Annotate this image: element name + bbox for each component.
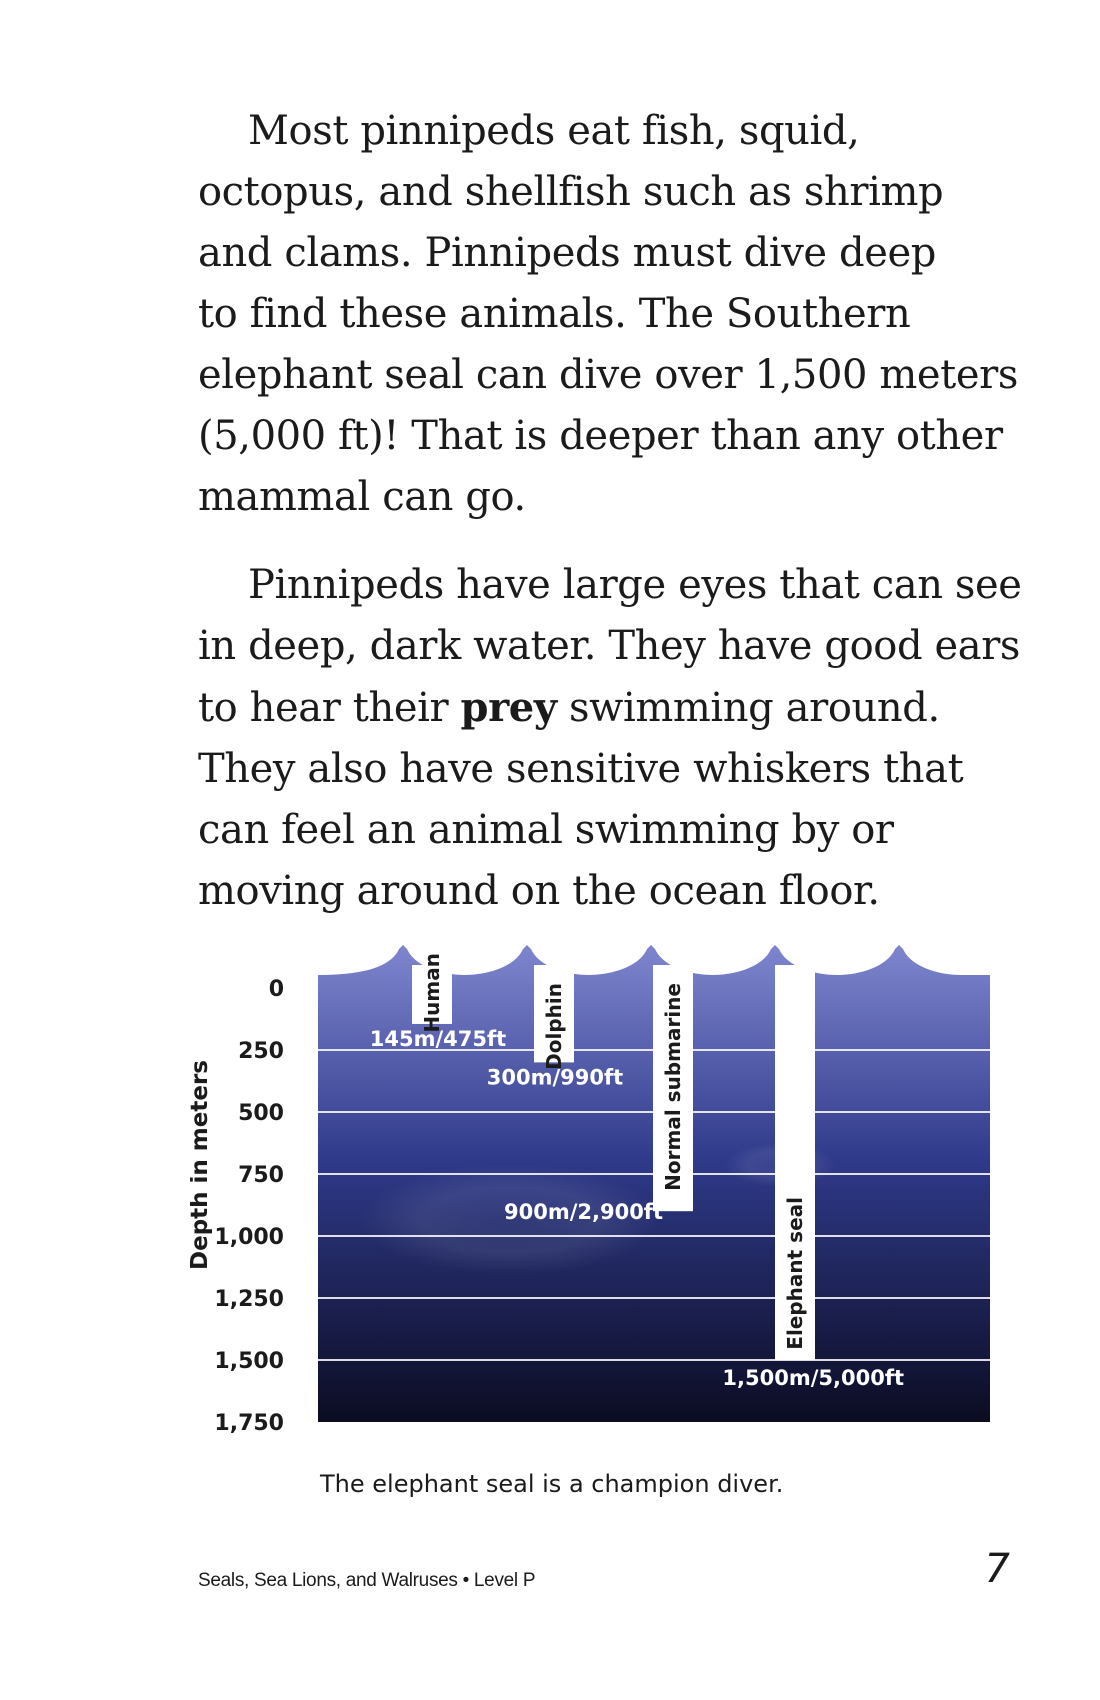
bar-category-label: Normal submarine xyxy=(661,983,685,1191)
text-line: Most pinnipeds eat fish, squid, xyxy=(248,108,860,154)
text-fragment: swimming around. xyxy=(556,685,940,731)
bar-depth-label: 300m/990ft xyxy=(487,1065,623,1089)
text-line: elephant seal can dive over 1,500 meters xyxy=(198,352,1018,398)
dive-bar xyxy=(653,965,693,1212)
footer-book-title: Seals, Sea Lions, and Walruses • Level P xyxy=(198,1570,536,1591)
y-tick-label: 750 xyxy=(238,1163,284,1188)
dive-bar xyxy=(775,965,815,1360)
text-line: to find these animals. The Southern xyxy=(198,291,911,337)
y-tick-label: 0 xyxy=(269,977,284,1002)
text-line: can feel an animal swimming by or xyxy=(198,807,894,853)
glossary-term-prey: prey xyxy=(460,684,558,731)
depth-axis-ticks: 0 250 500 750 1,000 1,250 1,500 1,750 xyxy=(214,977,284,1436)
text-line: octopus, and shellfish such as shrimp xyxy=(198,169,944,215)
y-axis-title: Depth in meters xyxy=(190,1060,213,1270)
text-line: (5,000 ft)! That is deeper than any othe… xyxy=(198,413,1003,459)
text-line: to hear their prey swimming around. xyxy=(198,677,1018,739)
bar-category-label: Dolphin xyxy=(542,983,566,1070)
text-line: Pinnipeds have large eyes that can see xyxy=(248,562,1022,608)
text-line: and clams. Pinnipeds must dive deep xyxy=(198,230,936,276)
dive-bar xyxy=(412,965,452,1024)
dive-depth-chart: 0 250 500 750 1,000 1,250 1,500 1,750 Human145m… xyxy=(190,945,990,1436)
bar-depth-label: 1,500m/5,000ft xyxy=(722,1366,904,1390)
water-ripple-decoration xyxy=(360,1165,660,1275)
y-tick-label: 1,500 xyxy=(214,1349,284,1374)
bar-depth-label: 145m/475ft xyxy=(370,1027,506,1051)
dive-bar xyxy=(534,965,574,1063)
paragraph-senses: Pinnipeds have large eyes that can see i… xyxy=(198,555,1022,922)
y-tick-label: 1,250 xyxy=(214,1287,284,1312)
text-line: in deep, dark water. They have good ears xyxy=(198,623,1021,669)
y-tick-label: 1,750 xyxy=(214,1411,284,1436)
text-line: mammal can go. xyxy=(198,474,526,520)
y-tick-label: 250 xyxy=(238,1039,284,1064)
bar-category-label: Elephant seal xyxy=(783,1197,807,1350)
page-number: 7 xyxy=(984,1546,1010,1592)
figure-caption: The elephant seal is a champion diver. xyxy=(320,1470,784,1498)
y-tick-label: 1,000 xyxy=(214,1225,284,1250)
text-line: moving around on the ocean floor. xyxy=(198,868,880,914)
bar-depth-label: 900m/2,900ft xyxy=(504,1200,663,1224)
text-fragment: to hear their xyxy=(198,685,461,731)
y-tick-label: 500 xyxy=(238,1101,284,1126)
bar-category-label: Human xyxy=(420,953,444,1033)
text-line: They also have sensitive whiskers that xyxy=(198,746,964,792)
paragraph-diet: Most pinnipeds eat fish, squid, octopus,… xyxy=(198,101,1018,528)
